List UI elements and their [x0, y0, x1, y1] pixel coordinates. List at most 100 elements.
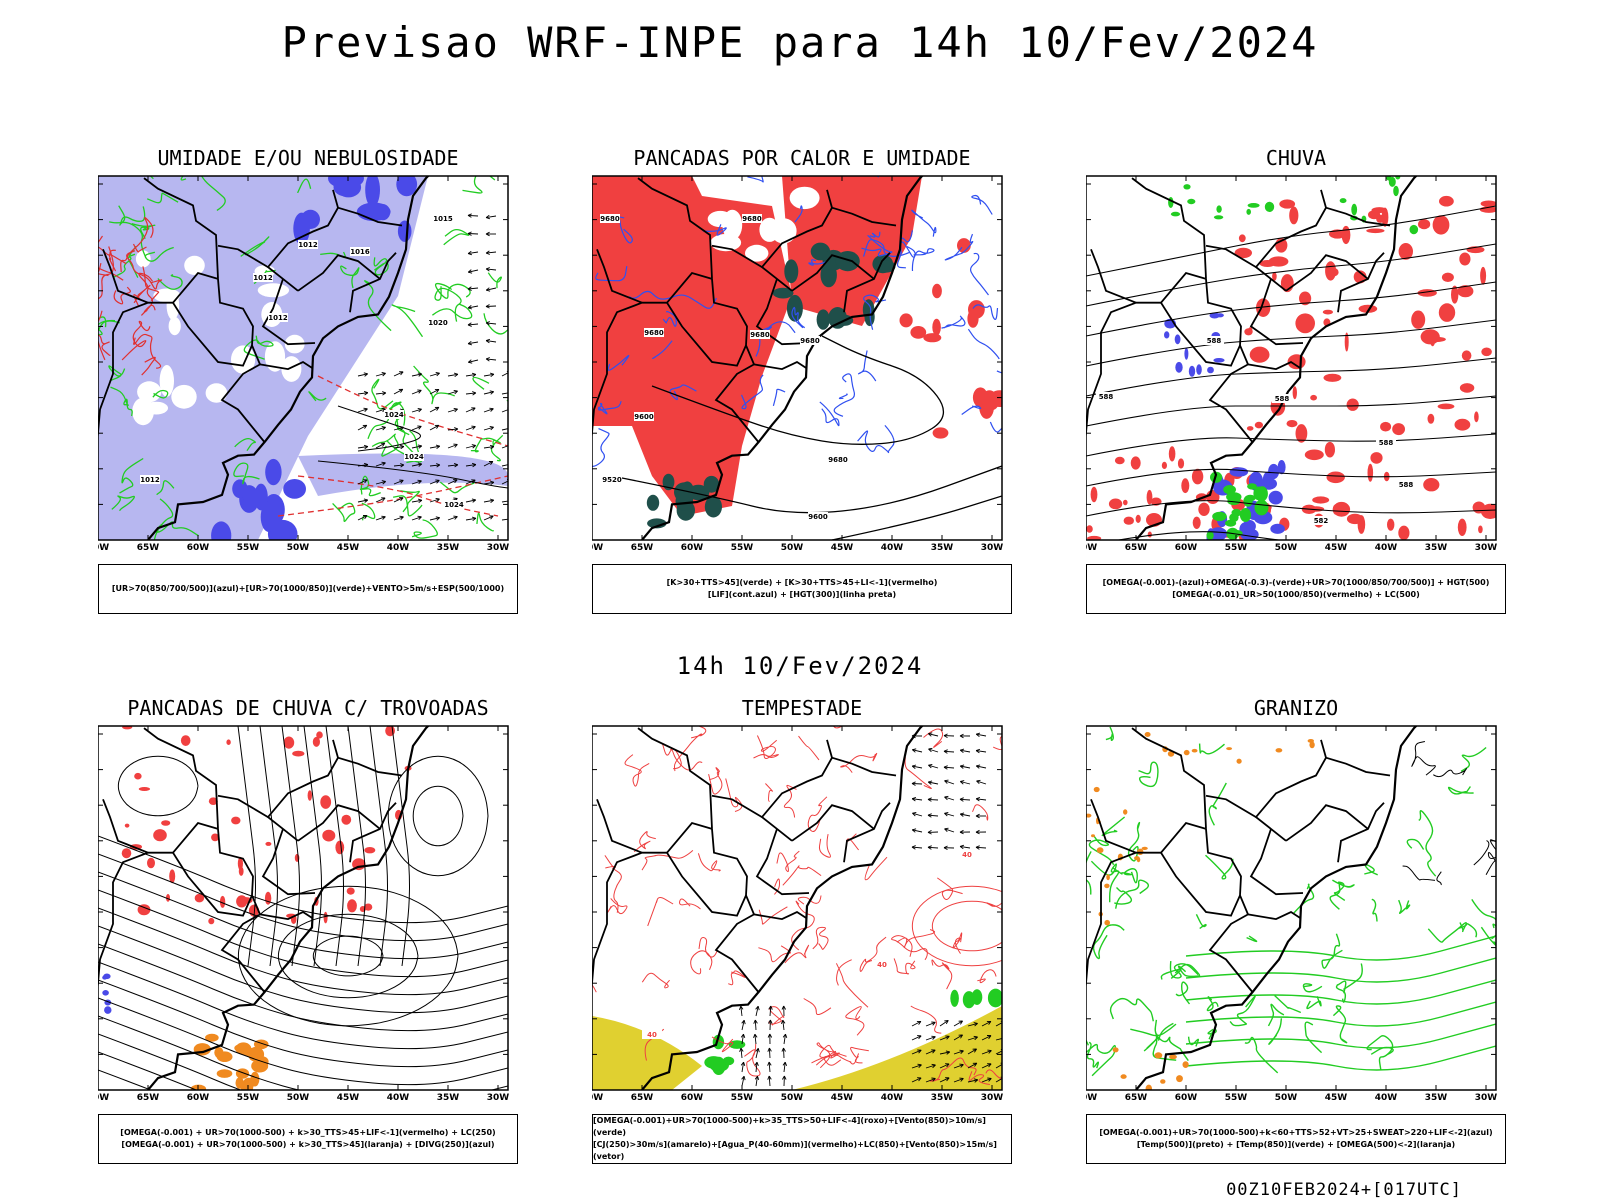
wind-vector — [435, 444, 441, 449]
wind-vector — [959, 1063, 964, 1068]
wind-vector — [429, 372, 440, 377]
red-precipitable-water-contour — [607, 898, 628, 915]
blue-lifted-index-contour — [971, 194, 993, 215]
red-precipitable-water-contour — [708, 767, 723, 795]
wind-vector — [975, 846, 987, 849]
blue-lifted-index-contour — [819, 401, 840, 427]
red-rain-shade — [1147, 531, 1152, 538]
red-thunderstorm-shade — [335, 840, 345, 855]
wind-vector — [453, 389, 458, 395]
wind-vector — [958, 1034, 963, 1039]
wind-vector — [987, 1049, 992, 1054]
dark-green-shade — [704, 495, 722, 518]
wind-vector — [939, 1020, 949, 1027]
red-rain-shade — [1457, 518, 1467, 536]
panel-title: UMIDADE E/OU NEBULOSIDADE — [157, 146, 459, 170]
map-frame — [98, 725, 509, 1091]
red-rain-shade — [1392, 423, 1405, 436]
red-precipitable-water-contour — [697, 853, 721, 872]
green-humidity-contour — [490, 434, 504, 462]
wind-vector — [483, 461, 494, 467]
green-temp850-contour — [1329, 884, 1341, 910]
red-thickness-contour — [317, 375, 508, 447]
coastline — [147, 176, 430, 540]
green-temp850-contour — [1427, 921, 1467, 943]
orange-omega-shade — [1112, 1047, 1119, 1053]
green-humidity-contour — [112, 245, 137, 278]
red-thunderstorm-shade — [208, 917, 215, 925]
green-humidity-contour — [119, 457, 144, 494]
wind-vector — [925, 1078, 936, 1083]
lon-tick-label: 55W — [1225, 543, 1248, 553]
country-border — [217, 794, 269, 818]
green-omega-shade — [1351, 203, 1358, 216]
legend-line: [LIF](cont.azul) + [HGT(300)](linha pret… — [707, 590, 897, 599]
green-omega-shade — [1254, 499, 1269, 516]
panel-legend: [OMEGA(-0.001)-(azul)+OMEGA(-0.3)-(verde… — [1086, 564, 1506, 614]
panel-title: GRANIZO — [1253, 696, 1339, 720]
streamline — [412, 785, 464, 847]
red-precipitable-water-contour — [893, 958, 916, 975]
lon-tick-label: 40W — [881, 543, 904, 553]
contour-label: 9600 — [634, 413, 654, 421]
red-precipitable-water-contour — [633, 831, 656, 853]
orange-shade — [216, 1051, 233, 1062]
red-thunderstorm-shade — [320, 795, 332, 809]
wind-vector — [447, 428, 458, 431]
wind-vector — [953, 1064, 964, 1069]
blue-lifted-index-contour — [863, 239, 910, 257]
red-precipitable-water-contour — [679, 898, 701, 910]
orange-omega-shade — [1104, 883, 1110, 889]
wind-vector — [931, 1049, 936, 1054]
wind-vector — [959, 780, 965, 785]
wind-vector — [417, 444, 423, 449]
wind-vector — [471, 516, 477, 522]
wind-vector — [959, 798, 971, 801]
blue-lifted-index-contour — [996, 370, 1002, 374]
wind-vector — [381, 461, 386, 466]
red-precipitable-water-contour — [798, 735, 820, 761]
red-precipitable-water-contour — [711, 1036, 734, 1053]
wind-vector — [393, 516, 404, 521]
red-thunderstorm-shade — [208, 797, 218, 805]
red-precipitable-water-contour — [931, 959, 953, 990]
green-humidity-contour — [462, 176, 496, 194]
green-omega-shade — [1247, 203, 1260, 208]
contour-label: 9680 — [750, 331, 770, 339]
wind-vector — [471, 407, 476, 412]
wind-vector — [489, 515, 494, 520]
blue-lifted-index-contour — [961, 405, 982, 415]
wind-vector — [483, 481, 494, 485]
red-precipitable-water-contour — [604, 855, 616, 869]
country-border — [297, 804, 381, 842]
wind-vector — [967, 1036, 978, 1041]
wind-vector — [465, 517, 476, 521]
green-humidity-contour — [110, 386, 133, 417]
red-precipitable-water-contour — [977, 969, 997, 984]
red-rain-shade — [1387, 518, 1395, 531]
red-precipitable-water-contour — [758, 945, 791, 963]
green-temp850-contour — [1160, 968, 1182, 980]
hgt500-isoline — [1086, 243, 1496, 307]
orange-omega-shade — [1160, 1079, 1166, 1084]
red-thunderstorm-shade — [219, 895, 226, 908]
wind-vector — [411, 499, 422, 503]
wind-vector — [467, 323, 479, 326]
black-temp500-contour — [1411, 741, 1436, 776]
country-border — [596, 248, 643, 304]
contour-label: 9680 — [644, 329, 664, 337]
contour-label: 40 — [962, 851, 972, 859]
wind-vector — [986, 1020, 992, 1025]
blue-humidity-shade — [356, 202, 391, 222]
blue-omega-shade — [1213, 358, 1225, 363]
green-humidity-contour — [359, 475, 381, 497]
contour-label: 1012 — [298, 241, 318, 249]
lon-tick-label: 55W — [1225, 1093, 1248, 1103]
panel-title: TEMPESTADE — [741, 696, 863, 720]
wind-vector — [465, 464, 476, 467]
red-precipitable-water-contour — [783, 784, 797, 818]
red-thunderstorm-shade — [134, 772, 142, 780]
green-temp850-contour — [1130, 1023, 1177, 1037]
lon-tick-label: 35W — [931, 543, 954, 553]
map-umidade: 1015 1012 1016 1012 1012 1020 1024 1024 1012 1024… — [98, 175, 509, 553]
